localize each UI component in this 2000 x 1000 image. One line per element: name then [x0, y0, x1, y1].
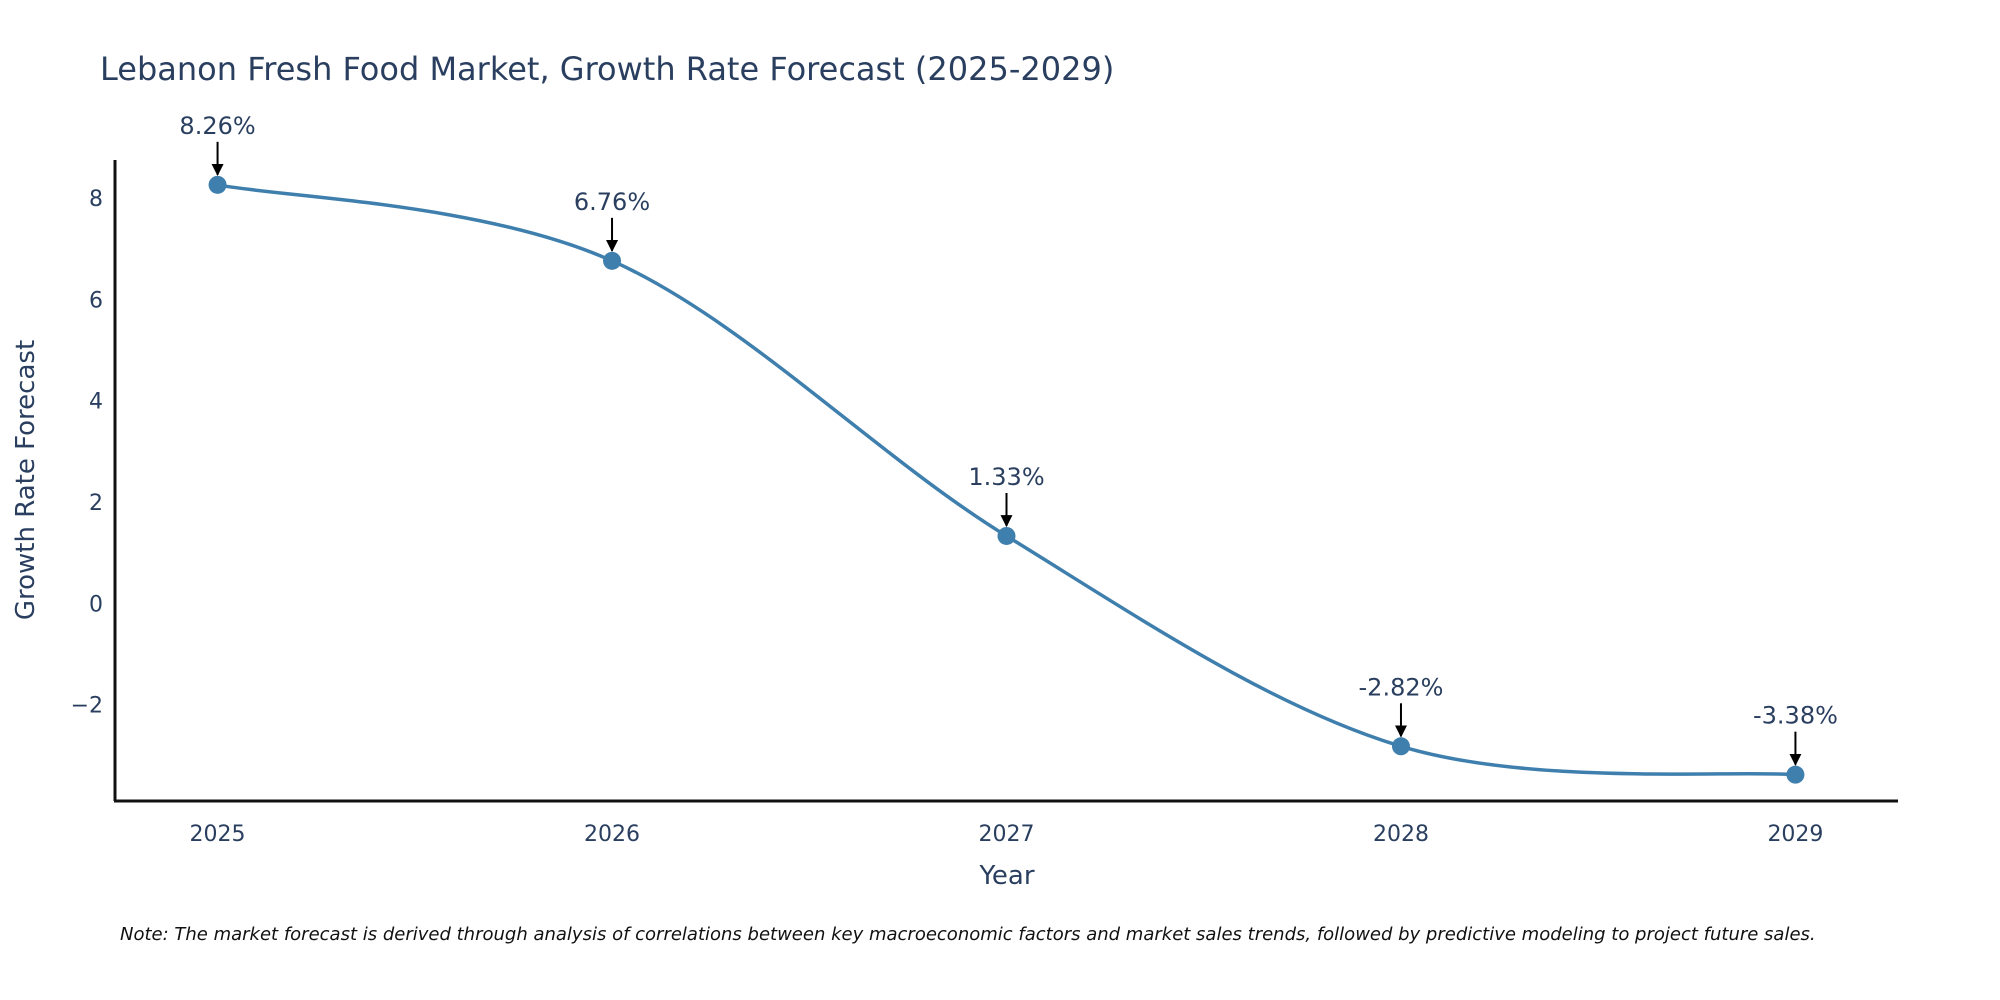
y-axis-ticks: −2 0 2 4 6 8	[71, 187, 103, 719]
y-tick-label: 4	[89, 390, 103, 415]
y-tick-label: 8	[89, 187, 103, 212]
data-point	[997, 526, 1016, 545]
y-tick-label: 0	[89, 592, 103, 617]
data-label: -2.82%	[1359, 673, 1444, 701]
x-tick-label: 2025	[190, 822, 246, 847]
data-label: 1.33%	[968, 463, 1044, 491]
plot-area: 8.26% 6.76% 1.33% -2.82% -3.38%	[179, 112, 1838, 784]
x-tick-label: 2028	[1373, 822, 1429, 847]
x-tick-label: 2026	[584, 822, 640, 847]
y-axis-title: Growth Rate Forecast	[11, 340, 41, 620]
data-point	[1391, 737, 1410, 756]
y-tick-label: −2	[71, 694, 103, 719]
footnote: Note: The market forecast is derived thr…	[120, 924, 1816, 945]
y-tick-label: 6	[89, 288, 103, 313]
data-label: 6.76%	[574, 188, 650, 216]
data-point	[603, 251, 622, 270]
x-axis-ticks: 2025 2026 2027 2028 2029	[190, 822, 1824, 847]
chart-title: Lebanon Fresh Food Market, Growth Rate F…	[100, 50, 1114, 88]
x-tick-label: 2027	[979, 822, 1035, 847]
data-label: 8.26%	[179, 112, 255, 140]
x-tick-label: 2029	[1767, 822, 1823, 847]
data-point	[1786, 765, 1805, 784]
y-tick-label: 2	[89, 491, 103, 516]
data-point	[208, 175, 227, 194]
data-label: -3.38%	[1753, 702, 1838, 730]
x-axis-title: Year	[978, 861, 1034, 891]
